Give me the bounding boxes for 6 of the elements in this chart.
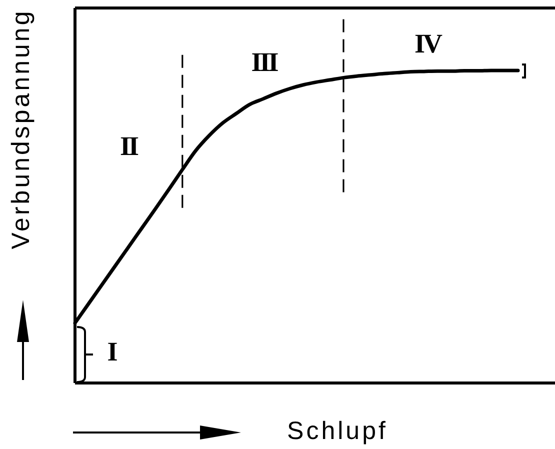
annotation: II [120,131,138,161]
text: IV [414,28,443,58]
x-axis-title: Schlupf [287,417,388,445]
annotation: I [107,336,118,366]
annotation: III [251,47,278,77]
y-axis-title: Verbundspannung [7,8,35,250]
